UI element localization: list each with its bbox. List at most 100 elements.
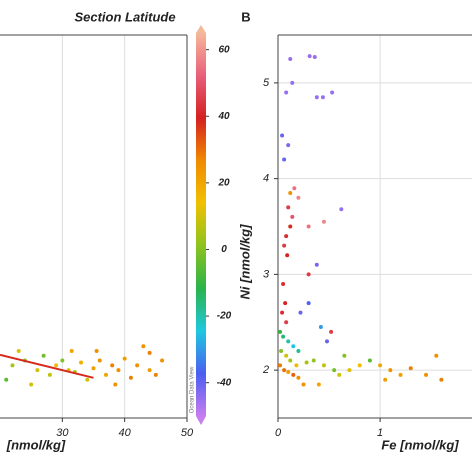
point (103, 372, 108, 377)
point (347, 368, 352, 373)
point (280, 310, 285, 315)
point (47, 372, 52, 377)
panel-label: B (241, 9, 250, 24)
point (280, 133, 285, 138)
point (296, 375, 301, 380)
point (314, 95, 319, 100)
y-tick-label: 3 (263, 268, 270, 280)
point (294, 363, 299, 368)
point (135, 363, 140, 368)
colorbar-tick-label: 40 (217, 111, 230, 122)
colorbar-tick-label: 0 (221, 244, 227, 255)
point (285, 253, 290, 258)
point (110, 363, 115, 368)
point (307, 54, 312, 59)
point (60, 358, 65, 363)
point (332, 368, 337, 373)
y-axis-label: Ni [nmol/kg] (237, 224, 252, 300)
colorbar-tip (196, 416, 206, 425)
point (301, 382, 306, 387)
point (312, 55, 317, 60)
point (298, 310, 303, 315)
point (434, 353, 439, 358)
point (278, 329, 283, 334)
point (116, 368, 121, 373)
point (288, 224, 293, 229)
point (342, 353, 347, 358)
point (286, 205, 291, 210)
point (10, 363, 15, 368)
point (292, 186, 297, 191)
point (288, 56, 293, 61)
point (316, 382, 321, 387)
point (281, 334, 286, 339)
y-tick-label: 5 (263, 77, 270, 89)
point (306, 224, 311, 229)
y-tick-label: 2 (262, 364, 269, 376)
point (282, 157, 287, 162)
point (388, 368, 393, 373)
point (314, 262, 319, 267)
point (122, 356, 127, 361)
point (286, 143, 291, 148)
point (408, 366, 413, 371)
point (337, 372, 342, 377)
point (325, 339, 330, 344)
point (41, 353, 46, 358)
colorbar-tick-label: 20 (217, 178, 230, 189)
point (283, 301, 288, 306)
point (29, 382, 34, 387)
point (296, 348, 301, 353)
point (160, 358, 165, 363)
point (306, 301, 311, 306)
point (291, 344, 296, 349)
point (282, 243, 287, 248)
point (4, 377, 9, 382)
point (330, 90, 335, 95)
point (284, 90, 289, 95)
point (329, 329, 334, 334)
point (69, 348, 74, 353)
point (306, 272, 311, 277)
colorbar (196, 33, 206, 416)
point (113, 382, 118, 387)
watermark: Ocean Data View (190, 366, 196, 413)
y-tick-label: 4 (263, 173, 269, 185)
point (439, 377, 444, 382)
point (286, 370, 291, 375)
point (311, 358, 316, 363)
x-axis-label: Fe [nmol/kg] (381, 437, 459, 452)
point (35, 368, 40, 373)
point (79, 360, 84, 365)
point (290, 214, 295, 219)
point (296, 195, 301, 200)
point (147, 368, 152, 373)
point (97, 358, 102, 363)
point (320, 95, 325, 100)
point (321, 219, 326, 224)
point (398, 372, 403, 377)
point (288, 190, 293, 195)
point (286, 339, 291, 344)
x-tick-label: 30 (56, 427, 69, 439)
point (378, 363, 383, 368)
point (424, 372, 429, 377)
x-tick-label: 50 (181, 427, 194, 439)
point (367, 358, 372, 363)
x-tick-label: 40 (119, 427, 132, 439)
point (141, 344, 146, 349)
point (278, 363, 283, 368)
colorbar-tick-label: 60 (218, 44, 230, 55)
point (279, 348, 284, 353)
point (85, 377, 90, 382)
point (357, 363, 362, 368)
point (153, 372, 158, 377)
point (16, 348, 21, 353)
point (94, 348, 99, 353)
point (318, 325, 323, 330)
point (284, 234, 289, 239)
point (284, 353, 289, 358)
point (339, 207, 344, 212)
point (281, 281, 286, 286)
